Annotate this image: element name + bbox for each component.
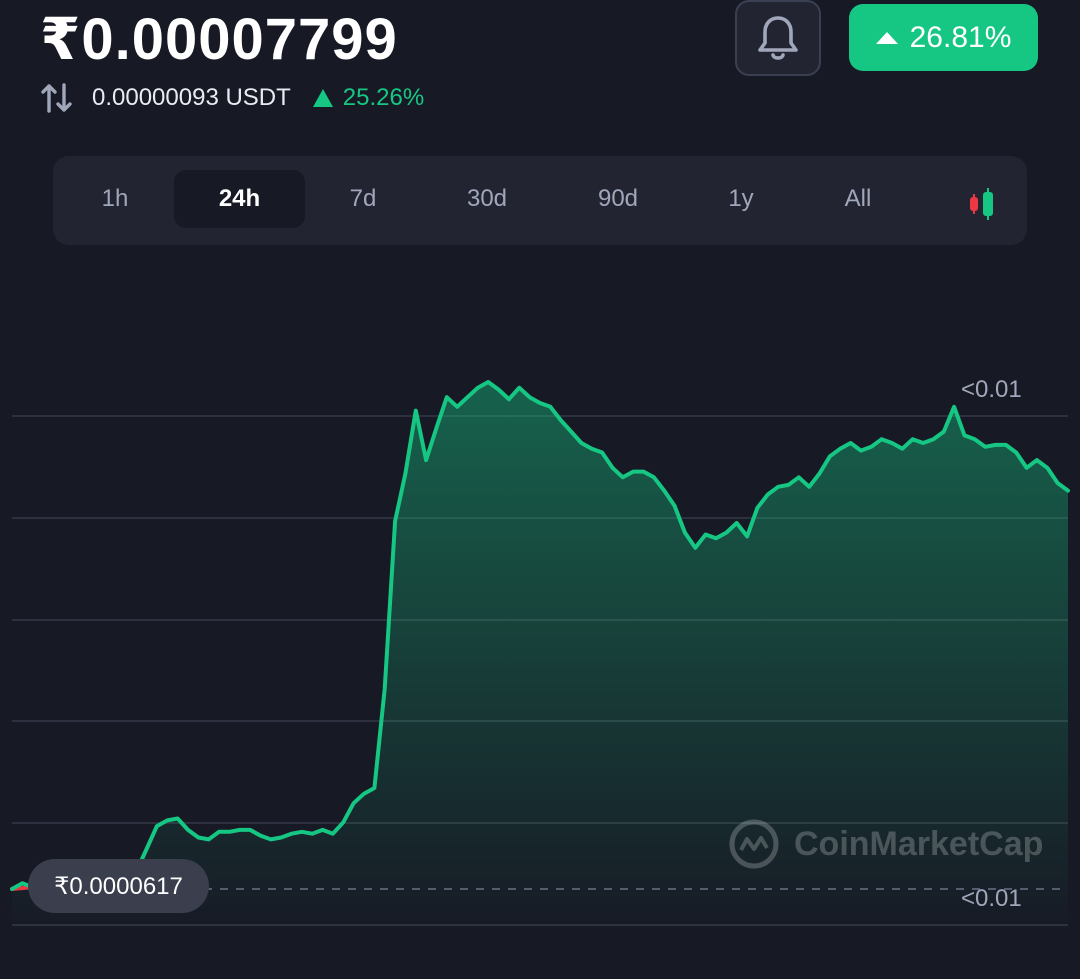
usdt-change-percent: 25.26% xyxy=(342,84,425,111)
coinmarketcap-watermark: CoinMarketCap xyxy=(728,818,1043,870)
price-alert-button[interactable] xyxy=(735,0,821,76)
change-percent-badge: 26.81% xyxy=(849,4,1038,71)
timeframe-tabs: 1h 24h 7d 30d 90d 1y All xyxy=(53,156,1027,245)
price-line xyxy=(10,380,1070,895)
tab-7d[interactable]: 7d xyxy=(349,185,377,212)
candlestick-icon[interactable] xyxy=(966,186,998,222)
coinmarketcap-logo xyxy=(729,819,779,869)
low-price-label: ₹0.0000617 xyxy=(28,859,209,913)
up-triangle-icon xyxy=(875,31,898,44)
tab-30d[interactable]: 30d xyxy=(466,185,508,212)
y-axis-top-label: <0.01 xyxy=(961,376,1022,403)
change-percent-value: 26.81% xyxy=(909,20,1012,54)
tab-90d[interactable]: 90d xyxy=(597,185,639,212)
price-chart[interactable] xyxy=(0,340,1080,940)
usdt-price-row: 0.00000093 USDT 25.26% xyxy=(40,80,424,116)
bell-icon xyxy=(758,16,798,60)
swap-arrows-icon[interactable] xyxy=(40,81,74,115)
tab-24h[interactable]: 24h xyxy=(174,170,305,228)
watermark-text: CoinMarketCap xyxy=(794,824,1044,863)
tab-1h[interactable]: 1h xyxy=(101,185,129,212)
current-price: ₹0.00007799 xyxy=(40,7,398,72)
tab-all[interactable]: All xyxy=(844,185,872,212)
y-axis-bottom-label: <0.01 xyxy=(961,885,1022,912)
tab-1y[interactable]: 1y xyxy=(728,185,754,212)
up-triangle-icon xyxy=(312,89,333,107)
usdt-price: 0.00000093 USDT xyxy=(92,84,291,111)
price-area-fill xyxy=(12,382,1068,940)
